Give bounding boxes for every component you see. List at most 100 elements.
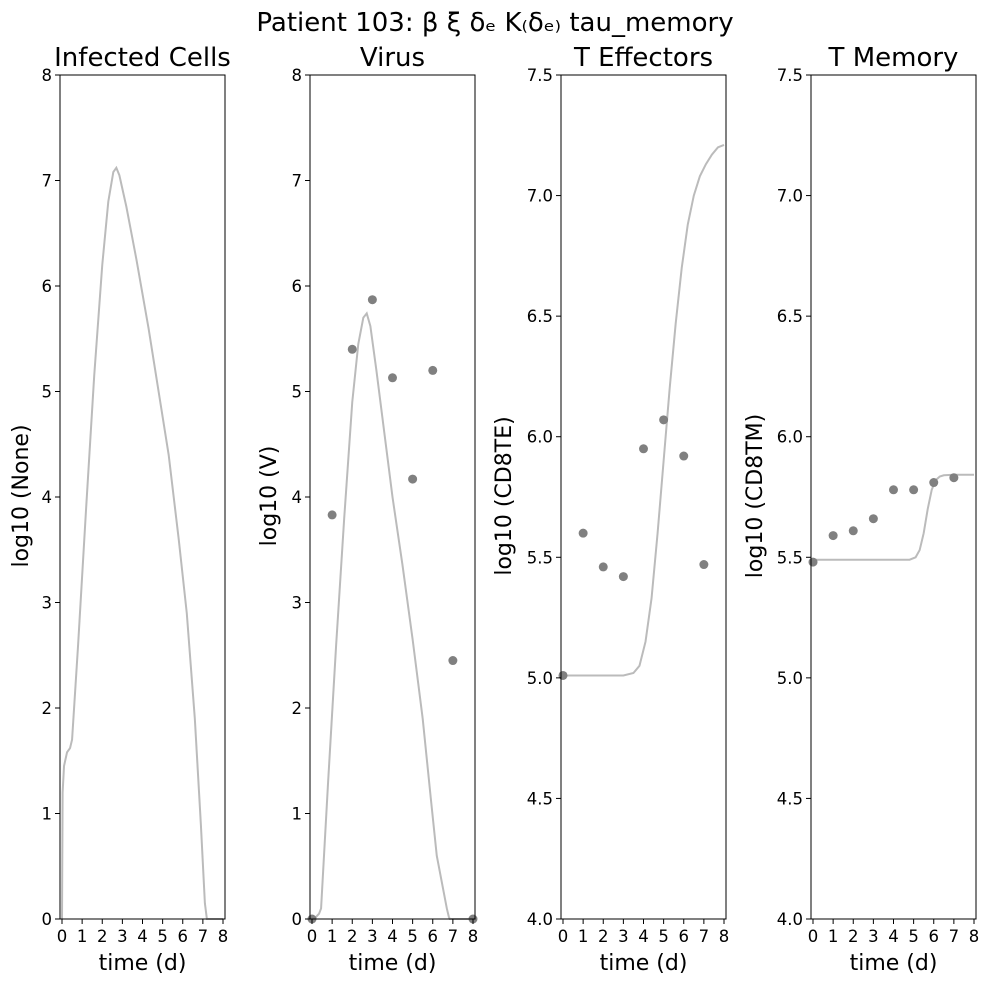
data-point xyxy=(889,485,898,495)
x-tick-label: 0 xyxy=(808,927,819,946)
data-point xyxy=(598,562,608,572)
y-tick-label: 6.5 xyxy=(777,307,803,326)
x-tick-label: 1 xyxy=(578,927,589,946)
y-tick-label: 5.5 xyxy=(527,548,553,567)
y-tick-label: 6.0 xyxy=(777,428,803,447)
x-tick-label: 4 xyxy=(137,927,148,946)
x-tick-label: 5 xyxy=(407,927,418,946)
model-curve xyxy=(61,165,223,920)
data-point xyxy=(408,474,418,484)
y-tick-label: 4.5 xyxy=(527,789,553,808)
model-curve xyxy=(311,311,473,920)
y-tick-label: 1 xyxy=(292,805,303,824)
subplot-virus: Virus time (d) log10 (V) 0 1 2 3 4 5 6 7 8012345… xyxy=(257,43,478,976)
x-tick-label: 1 xyxy=(828,927,839,946)
model-curve xyxy=(563,144,725,677)
y-tick-label: 6 xyxy=(42,277,53,296)
y-tick-label: 8 xyxy=(42,66,53,85)
x-tick-label: 0 xyxy=(558,927,569,946)
x-tick-label: 3 xyxy=(117,927,128,946)
y-axis-label: log10 (V) xyxy=(257,446,282,547)
data-point xyxy=(828,531,838,541)
subplot-title: T Effectors xyxy=(573,43,713,73)
y-tick-label: 2 xyxy=(292,699,303,718)
x-tick-label: 5 xyxy=(157,927,168,946)
x-tick-label: 8 xyxy=(218,927,229,946)
y-tick-label: 2 xyxy=(42,699,53,718)
x-tick-label: 0 xyxy=(307,927,318,946)
data-point xyxy=(428,365,438,375)
x-tick-label: 8 xyxy=(969,927,980,946)
x-tick-label: 6 xyxy=(678,927,689,946)
y-tick-label: 6.0 xyxy=(527,428,553,447)
plot-frame xyxy=(810,74,977,920)
data-point xyxy=(367,295,377,305)
data-point xyxy=(347,344,357,354)
x-tick-label: 8 xyxy=(468,927,479,946)
y-tick-label: 5 xyxy=(42,383,53,402)
data-point xyxy=(699,560,709,570)
y-tick-label: 4.0 xyxy=(777,910,803,929)
x-axis-label: time (d) xyxy=(850,951,938,976)
data-point xyxy=(808,557,818,567)
x-axis-label: time (d) xyxy=(349,951,437,976)
x-tick-label: 5 xyxy=(908,927,919,946)
data-point xyxy=(868,514,878,524)
y-tick-label: 3 xyxy=(292,594,303,613)
x-tick-label: 7 xyxy=(198,927,209,946)
y-tick-label: 5.0 xyxy=(777,669,803,688)
data-point xyxy=(909,485,919,495)
data-point xyxy=(659,415,669,425)
y-tick-label: 4 xyxy=(42,488,53,507)
y-tick-label: 6 xyxy=(292,277,303,296)
plot-frame xyxy=(59,74,226,920)
x-axis-label: time (d) xyxy=(600,951,688,976)
x-tick-label: 4 xyxy=(888,927,899,946)
data-point xyxy=(327,510,337,520)
plot-frame xyxy=(560,74,727,920)
data-point xyxy=(929,478,939,488)
x-tick-label: 1 xyxy=(77,927,88,946)
data-point xyxy=(949,473,959,483)
data-point xyxy=(578,528,588,538)
x-tick-label: 7 xyxy=(448,927,459,946)
data-point xyxy=(848,526,858,536)
y-tick-label: 0 xyxy=(42,910,53,929)
y-tick-label: 7 xyxy=(292,172,303,191)
y-tick-label: 5.5 xyxy=(777,548,803,567)
y-tick-label: 5.0 xyxy=(527,669,553,688)
x-tick-label: 0 xyxy=(57,927,68,946)
data-point xyxy=(639,444,648,454)
x-tick-label: 2 xyxy=(598,927,609,946)
y-tick-label: 7.0 xyxy=(777,187,803,206)
x-tick-label: 7 xyxy=(699,927,710,946)
y-tick-label: 4 xyxy=(292,488,303,507)
y-tick-label: 8 xyxy=(292,66,303,85)
x-tick-label: 1 xyxy=(327,927,338,946)
y-tick-label: 1 xyxy=(42,805,53,824)
data-point xyxy=(388,373,397,383)
y-tick-label: 7 xyxy=(42,172,53,191)
data-point xyxy=(448,656,458,666)
model-curve xyxy=(813,473,974,561)
y-tick-label: 3 xyxy=(42,594,53,613)
subplot-title: Infected Cells xyxy=(54,43,231,73)
x-tick-label: 6 xyxy=(427,927,438,946)
y-axis-label: log10 (CD8TE) xyxy=(492,416,517,575)
x-tick-label: 6 xyxy=(928,927,939,946)
x-tick-label: 2 xyxy=(848,927,859,946)
x-tick-label: 2 xyxy=(347,927,358,946)
y-axis-label: log10 (CD8TM) xyxy=(743,414,768,578)
y-tick-label: 7.5 xyxy=(527,66,553,85)
data-point xyxy=(558,670,568,680)
data-point xyxy=(618,572,628,582)
y-tick-label: 4.0 xyxy=(527,910,553,929)
y-tick-label: 0 xyxy=(292,910,303,929)
x-tick-label: 4 xyxy=(638,927,649,946)
subplot-title: Virus xyxy=(360,43,425,73)
y-tick-label: 6.5 xyxy=(527,307,553,326)
x-axis-label: time (d) xyxy=(99,951,187,976)
y-tick-label: 7.5 xyxy=(777,66,803,85)
